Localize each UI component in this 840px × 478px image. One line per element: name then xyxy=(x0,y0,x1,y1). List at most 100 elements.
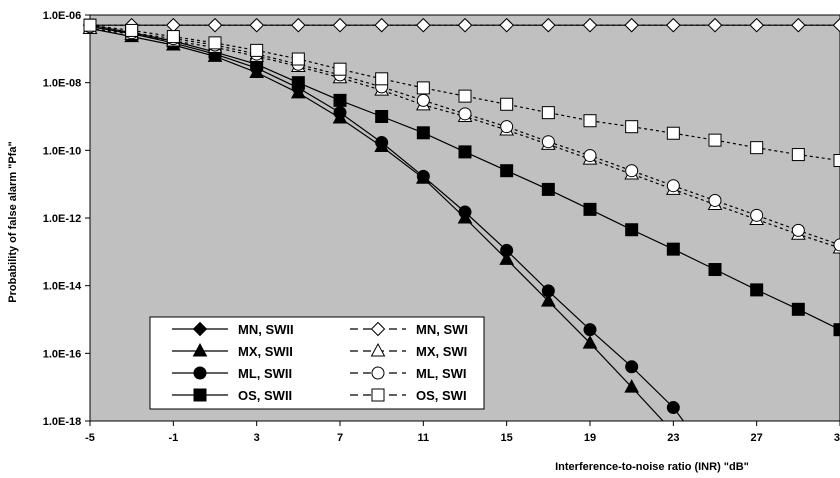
legend-marker-os-swii xyxy=(193,388,207,402)
y-tick-label: 1.0E-10 xyxy=(43,145,82,157)
point-os-swii xyxy=(500,164,514,178)
x-tick-label: -1 xyxy=(168,432,178,444)
point-os-swii xyxy=(708,263,722,277)
point-ml-swii xyxy=(333,106,347,120)
x-tick-label: 7 xyxy=(337,432,343,444)
point-ml-swii xyxy=(583,323,597,337)
point-mn-swi xyxy=(749,17,764,33)
point-os-swi xyxy=(333,62,347,76)
point-ml-swi xyxy=(791,223,805,237)
x-tick-label: 23 xyxy=(667,432,679,444)
point-mn-swi xyxy=(666,17,681,33)
legend-marker-os-swi xyxy=(371,388,385,402)
point-os-swii xyxy=(791,302,805,316)
point-os-swii xyxy=(625,223,639,237)
point-os-swii xyxy=(375,110,389,123)
legend-marker-ml-swii xyxy=(193,366,207,380)
point-os-swi xyxy=(833,154,840,168)
point-ml-swi xyxy=(833,238,840,252)
point-os-swi xyxy=(375,72,389,86)
y-tick-label: 1.0E-06 xyxy=(43,10,82,22)
series-line-mx-swii xyxy=(90,27,664,421)
legend-marker-mx-swii xyxy=(192,342,208,357)
point-ml-swii xyxy=(625,360,639,374)
point-mn-swi xyxy=(249,17,264,33)
point-ml-swii xyxy=(416,169,430,183)
point-mn-swi xyxy=(416,17,431,33)
point-ml-swii xyxy=(666,401,680,415)
point-ml-swi xyxy=(708,193,722,207)
x-tick-label: 31 xyxy=(834,432,840,444)
point-os-swi xyxy=(583,114,597,128)
point-mn-swi xyxy=(291,17,306,33)
legend-label-mn-swi: MN, SWI xyxy=(416,322,468,337)
y-axis-ticks: 1.0E-06 1.0E-08 1.0E-10 1.0E-12 1.0E-14 1.0E-… xyxy=(43,10,90,428)
markers-layer xyxy=(82,17,840,415)
point-os-swi xyxy=(750,141,764,155)
point-ml-swii xyxy=(500,243,514,257)
point-os-swii xyxy=(416,126,430,140)
point-ml-swi xyxy=(583,149,597,163)
point-mn-swi xyxy=(499,17,514,33)
point-os-swii xyxy=(583,202,597,216)
legend-marker-mx-swi xyxy=(370,342,386,357)
point-ml-swi xyxy=(666,179,680,193)
y-axis-label: Probability of false alarm "Pfa" xyxy=(7,141,19,302)
point-mx-swii xyxy=(624,379,640,393)
point-os-swi xyxy=(791,148,805,162)
point-mx-swii xyxy=(499,251,515,265)
y-tick-label: 1.0E-16 xyxy=(43,348,82,360)
legend-label-mx-swi: MX, SWI xyxy=(416,344,467,359)
point-os-swii xyxy=(333,93,347,107)
x-tick-label: 3 xyxy=(254,432,260,444)
point-ml-swii xyxy=(458,205,472,219)
point-mn-swi xyxy=(374,17,389,33)
point-os-swii xyxy=(291,76,305,90)
point-os-swi xyxy=(125,23,139,37)
point-os-swii xyxy=(666,242,680,256)
x-axis-label: Interference-to-noise ratio (INR) "dB" xyxy=(555,461,749,473)
point-os-swii xyxy=(750,283,764,297)
point-mx-swii xyxy=(582,335,598,349)
point-os-swi xyxy=(166,30,180,44)
point-os-swi xyxy=(208,36,222,50)
point-ml-swi xyxy=(625,164,639,178)
x-axis-ticks: -5 -1 3 7 11 15 19 23 27 31 xyxy=(85,421,840,444)
point-mn-swi xyxy=(582,17,598,33)
point-os-swii xyxy=(833,323,840,337)
x-tick-label: 11 xyxy=(418,432,430,444)
point-mn-swi xyxy=(332,17,348,33)
legend-label-mx-swii: MX, SWII xyxy=(238,344,293,359)
point-mn-swi xyxy=(457,17,473,33)
x-tick-label: -5 xyxy=(85,432,95,444)
x-tick-label: 15 xyxy=(501,432,513,444)
x-tick-label: 27 xyxy=(751,432,763,444)
legend-label-os-swii: OS, SWII xyxy=(238,388,292,403)
point-os-swi xyxy=(291,52,305,66)
point-mn-swi xyxy=(791,17,806,33)
y-tick-label: 1.0E-18 xyxy=(43,416,82,428)
point-mn-swi xyxy=(707,17,723,33)
point-ml-swi xyxy=(541,135,555,149)
point-os-swi xyxy=(541,106,555,120)
point-mn-swi xyxy=(832,17,840,33)
point-ml-swi xyxy=(500,120,514,134)
x-tick-label: 19 xyxy=(584,432,596,444)
point-os-swi xyxy=(83,18,97,32)
point-ml-swii xyxy=(375,136,389,150)
legend-label-os-swi: OS, SWI xyxy=(416,388,467,403)
point-os-swi xyxy=(458,89,472,103)
point-os-swii xyxy=(458,145,472,159)
point-os-swi xyxy=(416,81,430,95)
point-ml-swi xyxy=(416,93,430,107)
y-tick-label: 1.0E-08 xyxy=(43,78,82,90)
legend-marker-mn-swii xyxy=(192,321,208,337)
point-os-swi xyxy=(666,126,680,140)
legend-label-ml-swi: ML, SWI xyxy=(416,366,467,381)
point-mx-swii xyxy=(540,293,556,307)
point-os-swi xyxy=(250,43,264,57)
legend-marker-mn-swi xyxy=(370,321,386,337)
point-mn-swi xyxy=(207,17,223,33)
point-ml-swi xyxy=(458,107,472,121)
